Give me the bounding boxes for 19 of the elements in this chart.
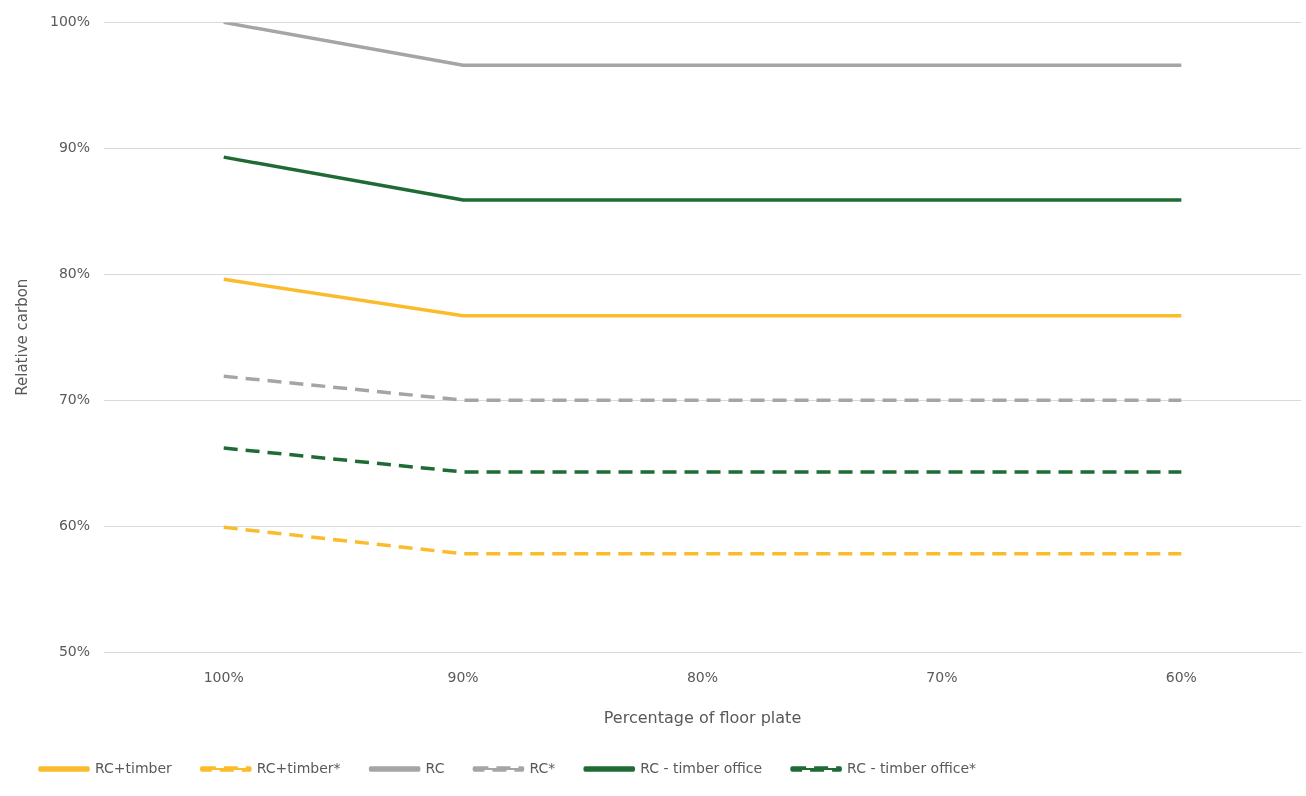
x-tick-label: 70% (926, 669, 958, 686)
legend-label: RC+timber (95, 759, 173, 776)
x-axis-title: Percentage of floor plate (603, 707, 802, 727)
y-tick-label: 90% (58, 138, 91, 155)
y-tick-label: 60% (58, 516, 91, 533)
legend-label: RC+timber* (256, 759, 341, 776)
y-tick-label: 50% (58, 642, 91, 659)
legend-label: RC* (529, 759, 556, 776)
x-tick-label: 80% (686, 669, 719, 686)
y-tick-label: 70% (58, 390, 91, 407)
x-tick-label: 90% (447, 669, 479, 686)
x-tick-label: 100% (203, 669, 244, 686)
legend-label: RC - timber office (640, 759, 763, 776)
y-tick-label: 100% (49, 13, 91, 30)
legend-label: RC (425, 759, 445, 776)
legend-label: RC - timber office* (847, 759, 977, 776)
y-tick-label: 80% (58, 264, 91, 281)
y-axis-title: Relative carbon (12, 278, 31, 396)
x-tick-label: 60% (1165, 669, 1197, 686)
